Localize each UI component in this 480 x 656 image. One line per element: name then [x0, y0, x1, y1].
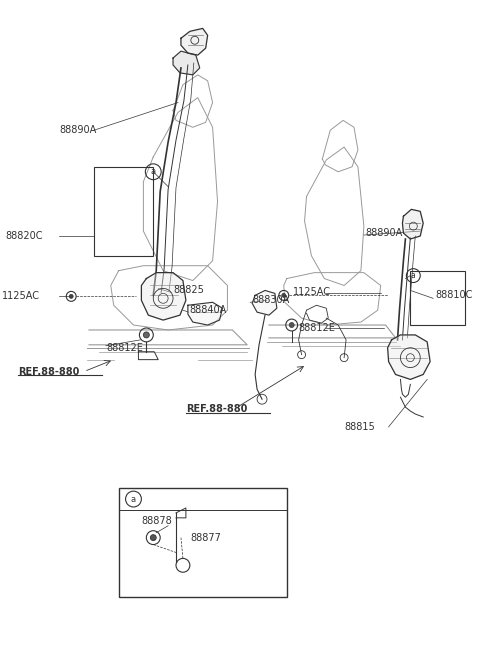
- Text: 88812E: 88812E: [107, 343, 144, 353]
- Polygon shape: [173, 51, 200, 75]
- Text: 88890A: 88890A: [366, 228, 403, 238]
- Text: a: a: [151, 167, 156, 176]
- Circle shape: [150, 535, 156, 541]
- Text: 88877: 88877: [191, 533, 222, 543]
- Polygon shape: [188, 302, 223, 325]
- Text: 88840A: 88840A: [190, 305, 227, 315]
- Text: 88812E: 88812E: [299, 323, 336, 333]
- Circle shape: [289, 323, 294, 327]
- Polygon shape: [402, 209, 423, 239]
- Text: 88810C: 88810C: [435, 291, 472, 300]
- Circle shape: [282, 293, 286, 297]
- Text: REF.88-880: REF.88-880: [18, 367, 79, 377]
- Bar: [94, 167, 153, 256]
- Text: 88830A: 88830A: [252, 295, 289, 305]
- Text: REF.88-880: REF.88-880: [186, 404, 247, 414]
- Text: 88815: 88815: [344, 422, 375, 432]
- Polygon shape: [252, 291, 277, 315]
- Text: 88878: 88878: [142, 516, 172, 526]
- Text: 1125AC: 1125AC: [2, 291, 40, 301]
- Text: a: a: [411, 271, 416, 280]
- Text: a: a: [131, 495, 136, 504]
- Text: 88890A: 88890A: [60, 125, 96, 135]
- Circle shape: [144, 332, 149, 338]
- Polygon shape: [142, 273, 186, 320]
- Text: 88820C: 88820C: [5, 231, 42, 241]
- Text: 1125AC: 1125AC: [293, 287, 331, 297]
- Polygon shape: [388, 335, 430, 379]
- Circle shape: [69, 295, 73, 298]
- Bar: [119, 488, 287, 597]
- Polygon shape: [181, 28, 208, 55]
- Text: 88825: 88825: [173, 285, 204, 295]
- Bar: [410, 271, 465, 325]
